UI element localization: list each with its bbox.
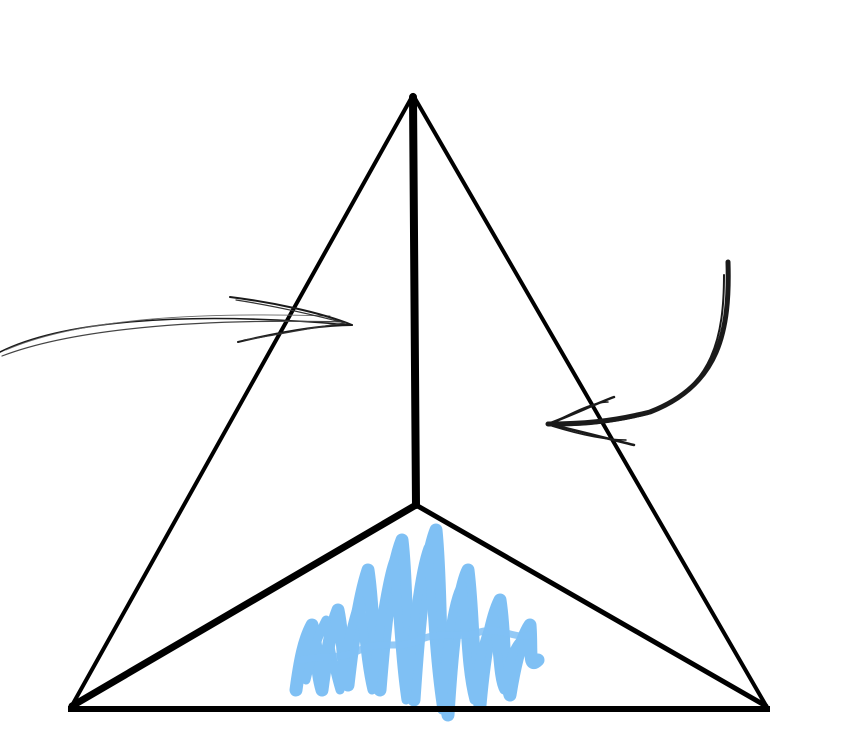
scribble-stroke xyxy=(289,523,545,722)
center-to-right-edge xyxy=(413,502,769,709)
arrow-shaft xyxy=(551,274,725,427)
arrow-shaft xyxy=(0,317,351,353)
arrow-head xyxy=(551,401,609,424)
scribble-stroke xyxy=(296,627,534,664)
arrow-head xyxy=(235,299,346,324)
left-pointing-arrow xyxy=(0,296,353,357)
bottom-face-shading xyxy=(289,523,545,722)
arrow-head xyxy=(237,324,353,343)
arrow-head xyxy=(546,422,636,447)
arrow-head xyxy=(551,425,627,441)
arrow-shaft xyxy=(545,259,731,427)
scribble-stroke xyxy=(301,543,527,715)
right-pointing-arrow xyxy=(545,259,731,447)
apex-to-center-edge xyxy=(409,93,420,509)
arrow-shaft xyxy=(5,314,331,351)
arrow-shaft xyxy=(1,320,346,357)
center-to-left-edge xyxy=(68,501,420,710)
arrow-head xyxy=(229,296,353,326)
arrow-head xyxy=(243,322,347,341)
